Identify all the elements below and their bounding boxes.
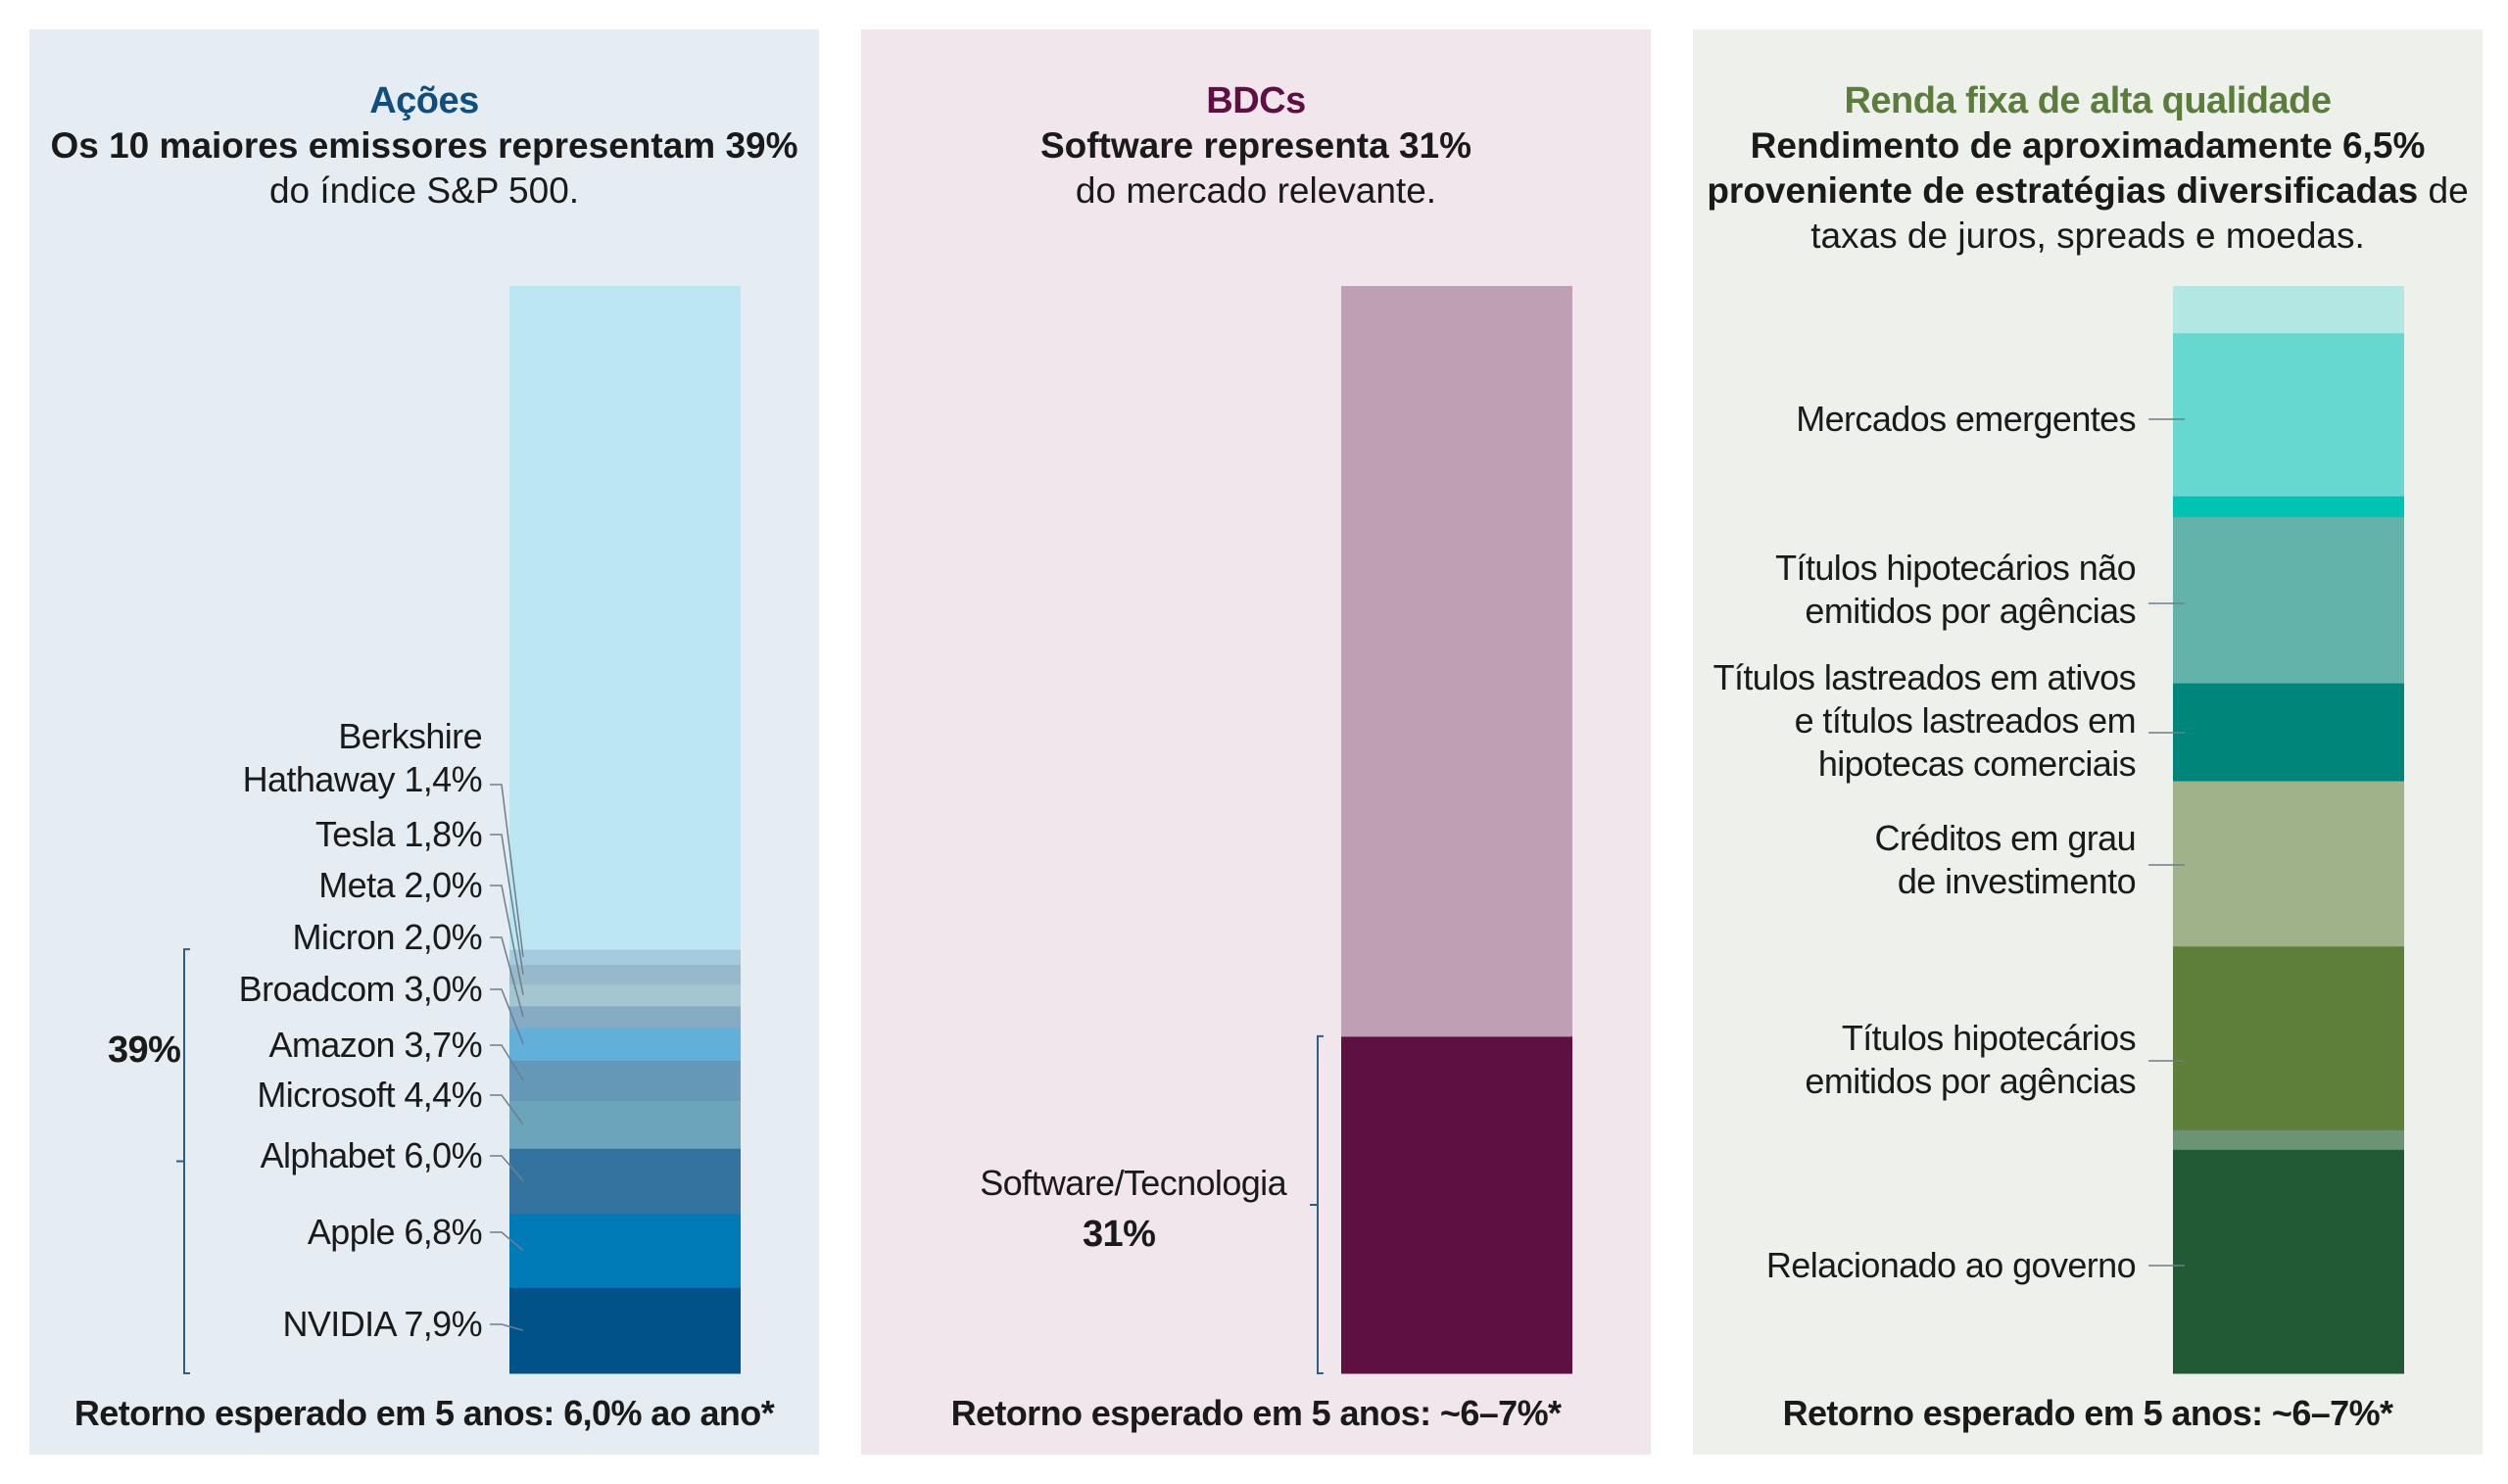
label-nvidia: NVIDIA 7,9%: [282, 1304, 483, 1344]
bar-segment-segment-1: [1341, 286, 1572, 1037]
acoes-header: Ações Os 10 maiores emissores representa…: [29, 78, 819, 214]
label-creditos-grau: Créditos em grau de investimento: [1874, 818, 2136, 901]
renda-fixa-subtitle-bold: Rendimento de aproximadamente 6,5%: [1750, 125, 2426, 166]
leader-line-1: [490, 834, 524, 975]
bar-segment-alphabet: [509, 1148, 741, 1215]
bdcs-subtitle: do mercado relevante.: [1075, 170, 1437, 211]
leader-line-5: [490, 1044, 524, 1081]
label-titulos-lastreados: Títulos lastreados em ativos e títulos l…: [1712, 657, 2137, 784]
bar-segment-segment-6: [2173, 496, 2404, 517]
label-software-tecnologia: Software/Tecnologia: [980, 1163, 1286, 1203]
acoes-chart: [176, 286, 741, 1374]
bar-segment-relacionado-ao-governo: [2173, 1149, 2404, 1374]
leader-line-4: [490, 988, 524, 1044]
label-titulos-agencias: Títulos hipotecários emitidos por agênci…: [1805, 1018, 2136, 1101]
label-berkshire: Berkshire Hathaway 1,4%: [242, 716, 483, 799]
bdcs-header: BDCs Software representa 31% do mercado …: [861, 78, 1651, 214]
leader-line-8: [490, 1231, 524, 1252]
bar-segment-creditos-em-grau-de-investimento: [2173, 781, 2404, 947]
bdcs-chart: [1310, 286, 1572, 1374]
bar-segment-nvidia: [509, 1287, 741, 1374]
label-mercados-emergentes: Mercados emergentes: [1796, 399, 2136, 439]
label-software-value: 31%: [1083, 1214, 1156, 1255]
label-amazon: Amazon 3,7%: [268, 1025, 482, 1065]
leader-line-0: [490, 784, 524, 957]
label-apple: Apple 6,8%: [307, 1212, 483, 1252]
acoes-title: Ações: [369, 80, 479, 121]
bdcs-title: BDCs: [1206, 80, 1306, 121]
label-tesla: Tesla 1,8%: [314, 814, 483, 854]
panel-bdcs: BDCs Software representa 31% do mercado …: [861, 29, 1651, 1455]
bdcs-footer: Retorno esperado em 5 anos: ~6–7%*: [950, 1393, 1562, 1433]
leader-line-9: [490, 1323, 524, 1331]
bracket-39: [176, 948, 190, 1374]
bar-segment-broadcom: [509, 1028, 741, 1061]
bracket-software: [1310, 1034, 1324, 1374]
acoes-subtitle-bold: Os 10 maiores emissores representam 39%: [50, 125, 798, 166]
leader-line-2: [490, 885, 524, 995]
bar-segment-software-tecnologia: [1341, 1035, 1572, 1374]
leader-line-6: [490, 1094, 524, 1125]
bar-segment-tesla: [509, 964, 741, 985]
leader-line-7: [490, 1155, 524, 1181]
bar-segment-segment-1: [2173, 1129, 2404, 1150]
panel-renda-fixa: Renda fixa de alta qualidade Rendimento …: [1693, 29, 2483, 1455]
renda-fixa-footer: Retorno esperado em 5 anos: ~6–7%*: [1782, 1393, 2393, 1433]
label-relacionado-governo: Relacionado ao governo: [1765, 1245, 2137, 1285]
leader-line-3: [490, 936, 524, 1018]
renda-fixa-subtitle-line3: taxas de juros, spreads e moedas.: [1810, 215, 2365, 256]
bar-segment-berkshire-hathaway: [509, 949, 741, 966]
bar-segment-segment-10: [509, 286, 741, 950]
label-meta: Meta 2,0%: [318, 865, 482, 905]
bar-segment-meta: [509, 983, 741, 1007]
bar-segment-apple: [509, 1213, 741, 1288]
renda-fixa-chart: [2148, 286, 2404, 1374]
bdcs-subtitle-bold: Software representa 31%: [1039, 125, 1472, 166]
acoes-footer: Retorno esperado em 5 anos: 6,0% ao ano*: [73, 1393, 775, 1433]
acoes-subtitle: do índice S&P 500.: [268, 170, 580, 211]
bar-segment-micron: [509, 1005, 741, 1029]
renda-fixa-header: Renda fixa de alta qualidade Rendimento …: [1693, 78, 2483, 259]
panel-acoes: Ações Os 10 maiores emissores representa…: [29, 29, 819, 1455]
bar-segment-titulos-lastreados-em-ativos-e-titulos-lastreados-em-hipotecas-comerciais: [2173, 683, 2404, 782]
label-microsoft: Microsoft 4,4%: [257, 1075, 482, 1115]
bar-segment-amazon: [509, 1060, 741, 1101]
label-alphabet: Alphabet 6,0%: [260, 1135, 483, 1175]
renda-fixa-subtitle-line2: proveniente de estratégias diversificada…: [1707, 170, 2469, 211]
bar-segment-titulos-hipotecarios-emitidos-por-agencias: [2173, 945, 2404, 1130]
bar-segment-titulos-hipotecarios-nao-emitidos-por-agencias: [2173, 516, 2404, 684]
label-broadcom: Broadcom 3,0%: [238, 969, 483, 1009]
bracket-39-label: 39%: [108, 1029, 181, 1071]
bar-segment-microsoft: [509, 1100, 741, 1149]
renda-fixa-title: Renda fixa de alta qualidade: [1844, 80, 2332, 121]
label-micron: Micron 2,0%: [292, 917, 483, 957]
bar-segment-segment-8: [2173, 286, 2404, 334]
bar-segment-mercados-emergentes: [2173, 332, 2404, 497]
label-titulos-nao-agencias: Títulos hipotecários não emitidos por ag…: [1775, 548, 2136, 631]
